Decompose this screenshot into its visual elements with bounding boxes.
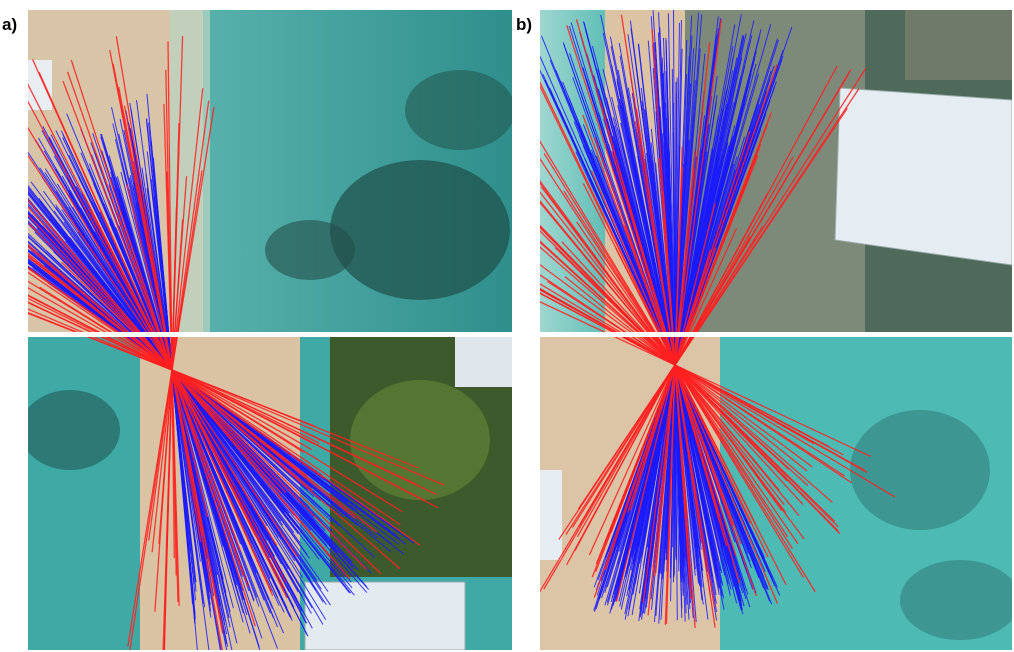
ray-line: [540, 246, 833, 503]
ray-line: [667, 13, 680, 572]
ray-line: [544, 79, 773, 580]
ray-line: [126, 184, 209, 518]
ray-line: [28, 287, 312, 451]
ray-line: [665, 71, 682, 553]
ray-line: [151, 88, 204, 553]
ray-line: [28, 267, 421, 546]
ray-line: [88, 208, 286, 589]
ray-line: [65, 240, 353, 589]
ray-line: [582, 114, 742, 545]
ray-line: [547, 280, 845, 477]
ray-line: [152, 166, 196, 614]
ray-line: [540, 287, 815, 445]
ray-line: [28, 252, 357, 519]
ray-line: [664, 167, 684, 625]
ray-line: [540, 186, 787, 514]
ray-line: [32, 59, 273, 593]
ray-line: [28, 256, 308, 477]
ray-line: [590, 170, 779, 605]
ray-line: [109, 49, 224, 630]
ray-line: [28, 206, 282, 494]
ray-line: [28, 294, 439, 509]
ray-line: [66, 71, 249, 588]
ray-line: [540, 240, 790, 470]
panel-label: b): [516, 15, 532, 34]
ray-line: [540, 283, 896, 498]
ray-line: [93, 238, 278, 546]
ray-line: [28, 312, 315, 427]
ray-line: [620, 122, 723, 574]
ray-line: [634, 45, 734, 585]
ray-line: [564, 276, 808, 472]
ray-line: [558, 88, 860, 540]
ray-line: [566, 25, 737, 556]
ray-line: [540, 201, 780, 491]
ray-line: [61, 261, 382, 575]
ray-line: [607, 24, 772, 606]
ray-line: [651, 29, 692, 599]
ray-line: [540, 301, 871, 458]
ray-line: [540, 80, 752, 524]
ray-line: [28, 297, 320, 444]
ray-line: [63, 221, 310, 559]
ray-line: [28, 301, 418, 486]
ray-line: [28, 280, 403, 513]
ray-line: [28, 213, 287, 494]
ray-line: [540, 263, 813, 468]
ray-line: [672, 77, 678, 583]
ray-line: [163, 123, 180, 650]
ray-line: [148, 100, 210, 541]
ray-line: [127, 106, 215, 647]
panel-label: a): [2, 15, 17, 34]
ray-line: [610, 112, 772, 533]
ray-line: [659, 80, 696, 574]
ray-line: [543, 235, 752, 590]
ray-line: [615, 203, 716, 602]
ray-line: [115, 36, 202, 542]
ray-line: [167, 41, 175, 559]
ray-line: [629, 249, 712, 511]
ray-line: [554, 247, 836, 522]
ray-line: [28, 154, 298, 557]
ray-line: [28, 308, 445, 486]
ray-line: [543, 153, 816, 593]
ray-line: [655, 150, 696, 573]
ray-line: [569, 53, 736, 543]
ray-line: [28, 223, 368, 571]
ray-line: [588, 228, 738, 556]
ray-line: [561, 241, 804, 505]
ray-line: [604, 64, 778, 570]
ray-line: [62, 80, 241, 552]
ray-lines-a: [28, 35, 445, 650]
ray-line: [642, 19, 723, 603]
panel-b-divider: [540, 332, 1012, 337]
ray-line: [664, 35, 693, 550]
panel-a-divider: [28, 332, 512, 337]
ray-line: [43, 219, 350, 579]
ray-line: [540, 191, 785, 506]
ray-line: [575, 19, 728, 547]
ray-line: [574, 192, 769, 552]
